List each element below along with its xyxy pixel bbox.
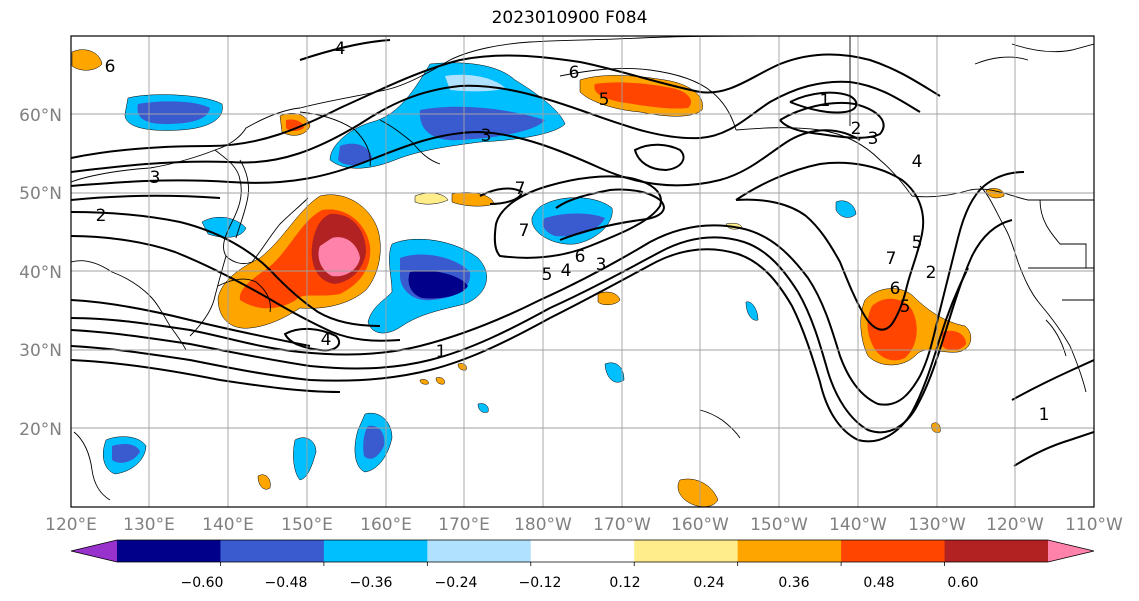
map-frame-background — [71, 36, 1094, 507]
positive-anomaly-regions — [71, 49, 1005, 507]
colorbar-tick-label: 0.36 — [778, 575, 809, 591]
contour-label: 1 — [1039, 405, 1050, 425]
contour-label: 7 — [519, 221, 530, 241]
contour-label: 4 — [335, 39, 346, 59]
lat-axis-labels: 60°N 50°N 40°N 30°N 20°N — [19, 106, 62, 440]
colorbar-extend-min — [71, 540, 117, 562]
colorbar-cell — [117, 540, 221, 562]
lon-tick-label: 140°E — [202, 515, 254, 535]
colorbar-tick-label: 0.24 — [693, 575, 724, 591]
contour-label: 6 — [105, 57, 116, 77]
colorbar-tick-label: −0.24 — [435, 575, 478, 591]
lat-tick-label: 30°N — [19, 341, 62, 361]
negative-anomaly-regions — [103, 62, 857, 481]
shaded-field-layer — [71, 49, 1005, 507]
contour-label-layer: 6 4 3 2 6 5 3 1 2 3 4 7 7 6 5 4 3 4 1 7 … — [96, 39, 1050, 425]
contour-label: 5 — [542, 265, 553, 285]
contour-label: 2 — [96, 206, 107, 226]
contour-label: 7 — [886, 249, 897, 269]
contour-label: 4 — [321, 330, 332, 350]
lat-tick-label: 60°N — [19, 106, 62, 126]
colorbar-cell — [944, 540, 1049, 562]
graticule — [71, 36, 1094, 507]
lon-tick-label: 170°E — [438, 515, 490, 535]
contour-label: 6 — [575, 247, 586, 267]
contour-label: 2 — [851, 119, 862, 139]
colorbar-tick-label: 0.12 — [609, 575, 640, 591]
lat-tick-label: 40°N — [19, 263, 62, 283]
colorbar-cell — [220, 540, 325, 562]
contour-label: 5 — [912, 233, 923, 253]
colorbar-cell — [737, 540, 842, 562]
colorbar-cell — [323, 540, 428, 562]
lon-tick-label: 170°W — [593, 515, 651, 535]
colorbar-outline — [70, 539, 1095, 563]
colorbar-cells — [70, 539, 1095, 563]
colorbar: −0.60 −0.48 −0.36 −0.24 −0.12 0.12 0.24 … — [70, 539, 1095, 591]
colorbar-tick-labels: −0.60 −0.48 −0.36 −0.24 −0.12 0.12 0.24 … — [181, 575, 979, 591]
contour-label: 1 — [820, 91, 831, 111]
lon-tick-label: 140°W — [829, 515, 887, 535]
contour-layer — [71, 39, 1094, 467]
colorbar-cell — [841, 540, 946, 562]
colorbar-ticks — [220, 562, 945, 566]
contour-label: 3 — [868, 129, 879, 149]
colorbar-cell — [634, 540, 739, 562]
colorbar-tick-label: −0.48 — [265, 575, 308, 591]
contour-label: 5 — [599, 90, 610, 110]
contour-label: 3 — [481, 126, 492, 146]
colorbar-tick-label: 0.60 — [947, 575, 978, 591]
contour-label: 6 — [890, 279, 901, 299]
lon-tick-label: 160°E — [360, 515, 412, 535]
colorbar-tick-label: −0.60 — [181, 575, 224, 591]
lon-tick-label: 130°W — [908, 515, 966, 535]
lon-tick-label: 150°W — [750, 515, 808, 535]
colorbar-cell — [530, 540, 635, 562]
lon-tick-label: 180°W — [514, 515, 572, 535]
lon-tick-label: 120°E — [45, 515, 97, 535]
map-frame-border — [70, 35, 1095, 508]
contour-label: 3 — [596, 255, 607, 275]
lon-axis-labels: 120°E 130°E 140°E 150°E 160°E 170°E 180°… — [45, 515, 1123, 535]
lat-tick-label: 20°N — [19, 420, 62, 440]
colorbar-cell — [427, 540, 532, 562]
lon-tick-label: 110°W — [1065, 515, 1123, 535]
contour-label: 3 — [150, 168, 161, 188]
contour-label: 2 — [926, 263, 937, 283]
colorbar-tick-label: 0.48 — [863, 575, 894, 591]
contour-label: 4 — [561, 261, 572, 281]
colorbar-tick-label: −0.12 — [519, 575, 562, 591]
contour-label: 6 — [569, 63, 580, 83]
lon-tick-label: 130°E — [123, 515, 175, 535]
contour-label: 7 — [515, 179, 526, 199]
lon-tick-label: 160°W — [671, 515, 729, 535]
colorbar-tick-label: −0.36 — [350, 575, 393, 591]
colorbar-extend-max — [1048, 540, 1094, 562]
lat-tick-label: 50°N — [19, 184, 62, 204]
contour-label: 1 — [436, 342, 447, 362]
contour-label: 5 — [900, 297, 911, 317]
map-title: 2023010900 F084 — [491, 8, 648, 28]
contour-label: 4 — [912, 152, 923, 172]
lon-tick-label: 120°W — [986, 515, 1044, 535]
lon-tick-label: 150°E — [281, 515, 333, 535]
